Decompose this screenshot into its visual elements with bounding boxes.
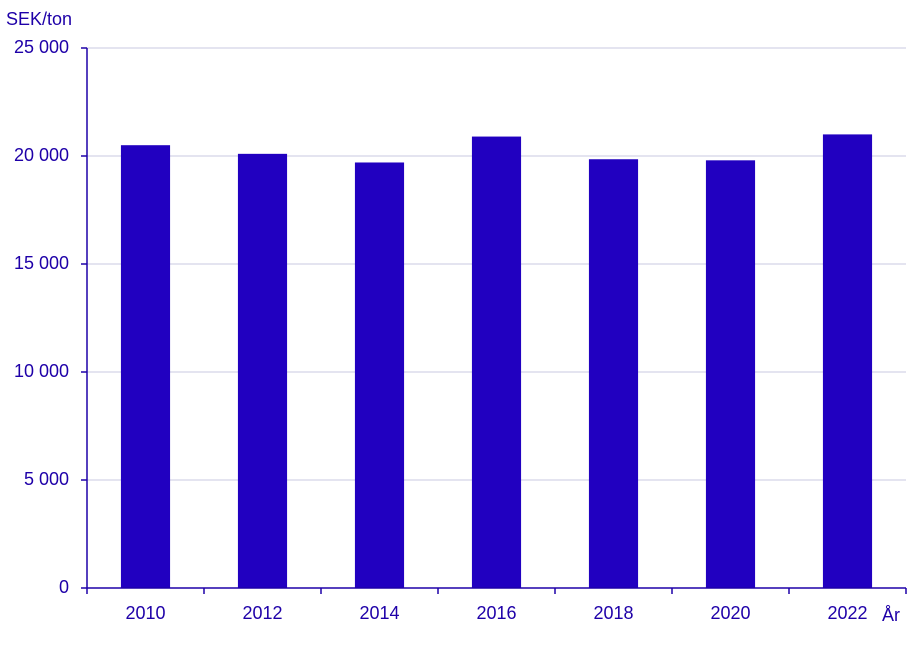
x-tick-label: 2010 [125, 603, 165, 623]
x-axis-label: År [882, 605, 900, 625]
y-tick-label: 15 000 [14, 253, 69, 273]
bar [588, 159, 639, 589]
x-tick-label: 2014 [359, 603, 399, 623]
x-tick-label: 2022 [827, 603, 867, 623]
x-tick-label: 2018 [593, 603, 633, 623]
x-tick-label: 2020 [710, 603, 750, 623]
y-axis-label: SEK/ton [6, 9, 72, 29]
bar [237, 153, 288, 588]
bar [705, 160, 756, 588]
y-tick-label: 5 000 [24, 469, 69, 489]
y-tick-label: 20 000 [14, 145, 69, 165]
x-tick-label: 2016 [476, 603, 516, 623]
y-tick-label: 0 [59, 577, 69, 597]
y-tick-label: 10 000 [14, 361, 69, 381]
y-tick-label: 25 000 [14, 37, 69, 57]
bar [354, 162, 405, 589]
bar [822, 134, 873, 588]
x-tick-label: 2012 [242, 603, 282, 623]
bar [471, 136, 522, 588]
bar [120, 145, 171, 588]
